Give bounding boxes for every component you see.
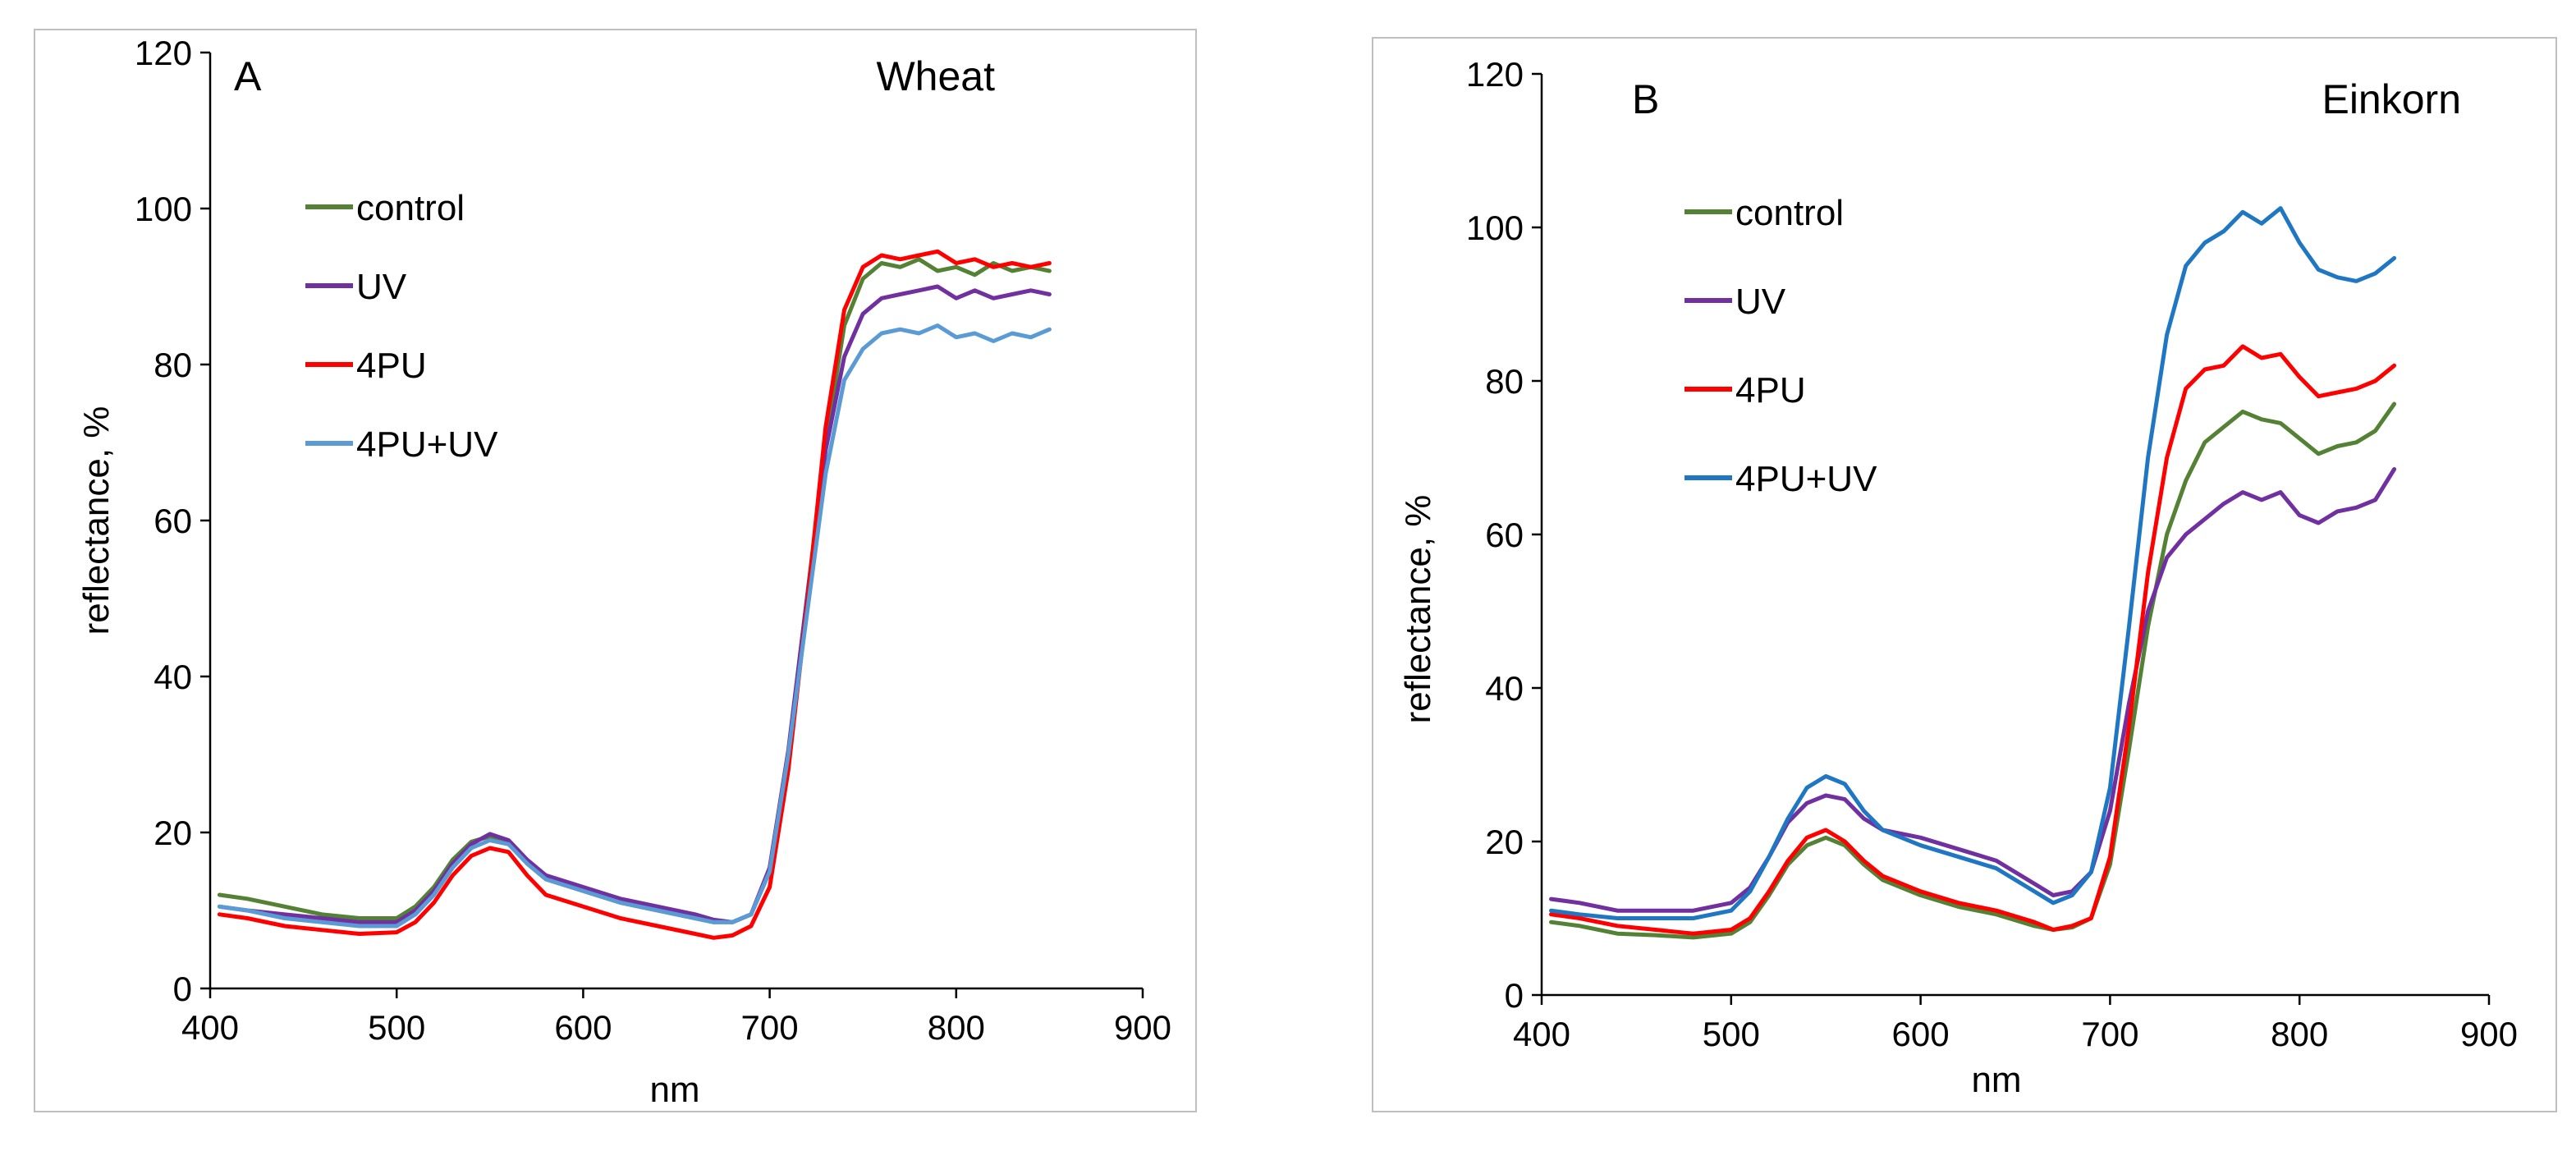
- panel-a-y-tick-label: 100: [135, 190, 192, 228]
- panel-b-legend-label-control: control: [1735, 193, 1844, 233]
- panel-b-x-tick-label: 500: [1703, 1015, 1760, 1053]
- panel-a-y-tick-label: 40: [154, 658, 192, 696]
- panel-a-series-uv: [217, 284, 1052, 924]
- panel-b-series-4pu-plus-uv: [1549, 206, 2397, 920]
- panel-a-y-tick-label: 80: [154, 346, 192, 384]
- panel-b-legend-label-uv: UV: [1735, 282, 1786, 322]
- panel-a-frame: [34, 29, 1197, 1112]
- panel-a-legend-label-4pu-plus-uv: 4PU+UV: [356, 424, 498, 465]
- panel-b-x-tick-label: 800: [2271, 1015, 2328, 1053]
- panel-b-y-tick-label: 40: [1485, 669, 1524, 708]
- panel-a-x-tick-label: 900: [1114, 1008, 1171, 1047]
- panel-a-y-tick-label: 60: [154, 502, 192, 540]
- panel-b-label: B: [1632, 76, 1659, 122]
- panel-b: 0 20 40 60 80 100 120 400 500 600 700 800 900 B Eink…: [1372, 37, 2557, 1112]
- panel-a-legend-label-uv: UV: [356, 267, 407, 307]
- panel-b-y-tick-label: 20: [1485, 823, 1524, 861]
- panel-b-legend-label-4pu-plus-uv: 4PU+UV: [1735, 459, 1877, 499]
- panel-b-x-tick-label: 400: [1513, 1015, 1570, 1053]
- panel-b-y-tick-label: 100: [1466, 209, 1524, 247]
- panel-b-x-tick-label: 900: [2460, 1015, 2518, 1053]
- panel-a-x-tick-label: 500: [368, 1008, 425, 1047]
- panel-b-x-tick-label: 600: [1892, 1015, 1950, 1053]
- panel-a-y-tick-label: 20: [154, 814, 192, 852]
- panel-a-crop-label: Wheat: [876, 53, 995, 99]
- panel-b-y-tick-label: 80: [1485, 362, 1524, 401]
- panel-a-label: A: [234, 53, 262, 99]
- panel-a-y-tick-label: 0: [173, 970, 192, 1008]
- panel-b-y-tick-label: 0: [1505, 976, 1524, 1015]
- panel-a-series-4pu-plus-uv: [217, 323, 1052, 929]
- panel-a-y-axis-title: reflectance, %: [76, 406, 117, 635]
- panel-a-x-tick-label: 700: [741, 1008, 799, 1047]
- panel-b-legend-label-4pu: 4PU: [1735, 370, 1806, 410]
- panel-b-frame: [1372, 37, 2557, 1112]
- panel-a-series-4pu: [217, 249, 1052, 940]
- panel-a-y-tick-label: 120: [135, 34, 192, 72]
- panel-b-y-tick-label: 60: [1485, 516, 1524, 554]
- panel-a-x-tick-label: 400: [181, 1008, 239, 1047]
- panel-b-crop-label: Einkorn: [2322, 76, 2461, 122]
- panel-a-x-axis-title: nm: [649, 1070, 699, 1110]
- panel-b-y-tick-label: 120: [1466, 55, 1524, 94]
- panel-a-x-tick-label: 600: [554, 1008, 612, 1047]
- panel-b-x-tick-label: 700: [2081, 1015, 2138, 1053]
- panel-b-series-4pu: [1549, 344, 2397, 936]
- panel-b-x-axis-title: nm: [1971, 1060, 2021, 1100]
- panel-a-legend-label-control: control: [356, 188, 465, 228]
- panel-a: 0 20 40 60 80 100 120 400 500 600 700 800 900 A Whea…: [34, 29, 1197, 1112]
- panel-a-legend-label-4pu: 4PU: [356, 346, 427, 386]
- panel-a-x-tick-label: 800: [928, 1008, 985, 1047]
- panel-b-y-axis-title: reflectance, %: [1398, 495, 1438, 724]
